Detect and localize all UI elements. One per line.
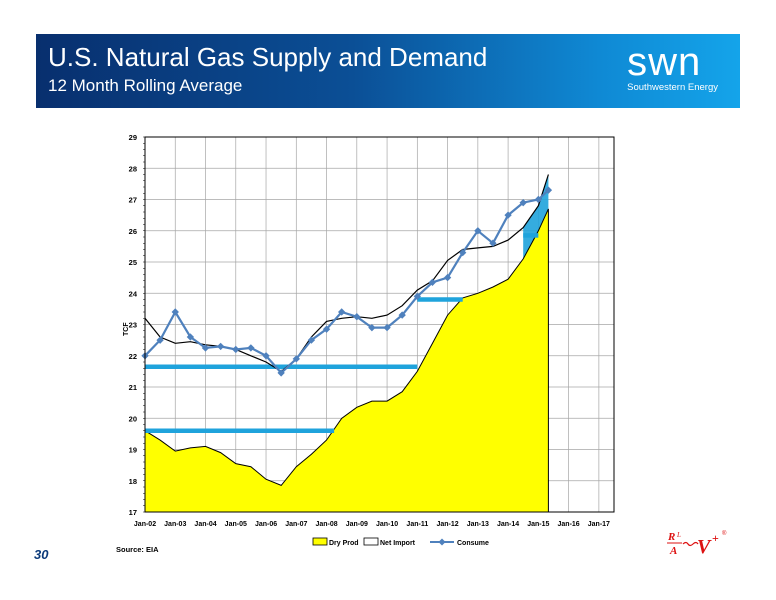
consume-marker [504, 211, 512, 219]
consume-marker [171, 308, 179, 316]
company-logo: swn Southwestern Energy [627, 42, 718, 93]
page-title: U.S. Natural Gas Supply and Demand [48, 42, 488, 72]
consume-marker [353, 313, 361, 321]
consume-marker [474, 227, 482, 235]
consume-marker [292, 355, 300, 363]
y-tick-label: 20 [129, 414, 137, 423]
consume-marker [307, 336, 316, 344]
consume-marker [368, 323, 376, 332]
svg-text:®: ® [722, 530, 727, 537]
y-tick-label: 26 [129, 227, 137, 236]
x-tick-label: Jan-08 [315, 521, 337, 528]
source-note: Source: EIA [116, 545, 159, 554]
consume-marker [247, 344, 255, 352]
x-tick-label: Jan-02 [134, 521, 156, 528]
x-tick-label: Jan-11 [406, 521, 428, 528]
x-tick-label: Jan-03 [164, 521, 186, 528]
consume-marker [262, 352, 270, 360]
page-number: 30 [34, 547, 49, 562]
logo-wordmark: swn [627, 40, 702, 84]
consume-marker [413, 292, 422, 301]
header-banner: U.S. Natural Gas Supply and Demand 12 Mo… [36, 34, 740, 108]
y-tick-label: 29 [129, 133, 137, 142]
svg-text:V: V [697, 536, 712, 558]
y-tick-label: 25 [129, 258, 137, 267]
consume-marker [428, 278, 437, 286]
x-tick-label: Jan-07 [285, 521, 307, 528]
consume-line [144, 189, 550, 375]
legend-swatch-dry-prod [312, 537, 328, 546]
y-tick-label: 19 [129, 446, 137, 455]
svg-text:A: A [669, 545, 677, 557]
x-tick-label: Jan-12 [436, 521, 458, 528]
consume-marker [322, 325, 331, 333]
y-tick-label: 18 [129, 477, 137, 486]
y-tick-label: 21 [129, 383, 137, 392]
x-tick-label: Jan-04 [194, 521, 216, 528]
plot-frame [144, 136, 615, 513]
x-tick-label: Jan-15 [527, 521, 549, 528]
consume-marker [443, 273, 452, 282]
legend-label: Dry Prod [329, 540, 359, 547]
x-tick-label: Jan-16 [558, 521, 580, 528]
x-tick-label: Jan-10 [376, 521, 398, 528]
consume-marker [186, 333, 195, 341]
svg-text:+: + [712, 531, 719, 545]
x-tick-label: Jan-13 [467, 521, 489, 528]
consume-marker [459, 248, 467, 257]
x-tick-label: Jan-05 [225, 521, 247, 528]
page-subtitle: 12 Month Rolling Average [48, 76, 243, 95]
svg-text:R: R [667, 531, 675, 543]
consume-marker [534, 195, 543, 204]
y-axis-label: TCF [123, 322, 130, 336]
consume-marker [489, 239, 497, 247]
consume-marker [232, 345, 240, 354]
y-tick-label: 28 [129, 164, 137, 173]
logo-tagline: Southwestern Energy [627, 82, 718, 93]
x-tick-label: Jan-17 [588, 521, 610, 528]
rav-logo-mark: R L A V + ® [667, 530, 727, 558]
net-import-line [144, 174, 549, 373]
x-tick-label: Jan-06 [255, 521, 277, 528]
y-tick-label: 23 [129, 321, 137, 330]
x-tick-label: Jan-14 [497, 521, 519, 528]
legend-swatch-net-import [363, 537, 379, 546]
y-tick-label: 24 [129, 289, 138, 298]
consume-marker [338, 308, 346, 316]
dry-prod-area [144, 208, 549, 513]
x-tick-label: Jan-09 [346, 521, 368, 528]
legend-label: Consume [457, 540, 489, 547]
legend-marker-consume [438, 538, 446, 546]
consume-marker [277, 369, 285, 377]
consume-marker [216, 342, 225, 351]
consume-marker [383, 323, 391, 332]
y-tick-label: 17 [129, 508, 137, 517]
y-tick-label: 22 [129, 352, 137, 361]
legend-label: Net Import [380, 540, 416, 547]
y-tick-label: 27 [129, 196, 137, 205]
consume-marker [398, 311, 406, 319]
svg-text:L: L [676, 531, 681, 539]
